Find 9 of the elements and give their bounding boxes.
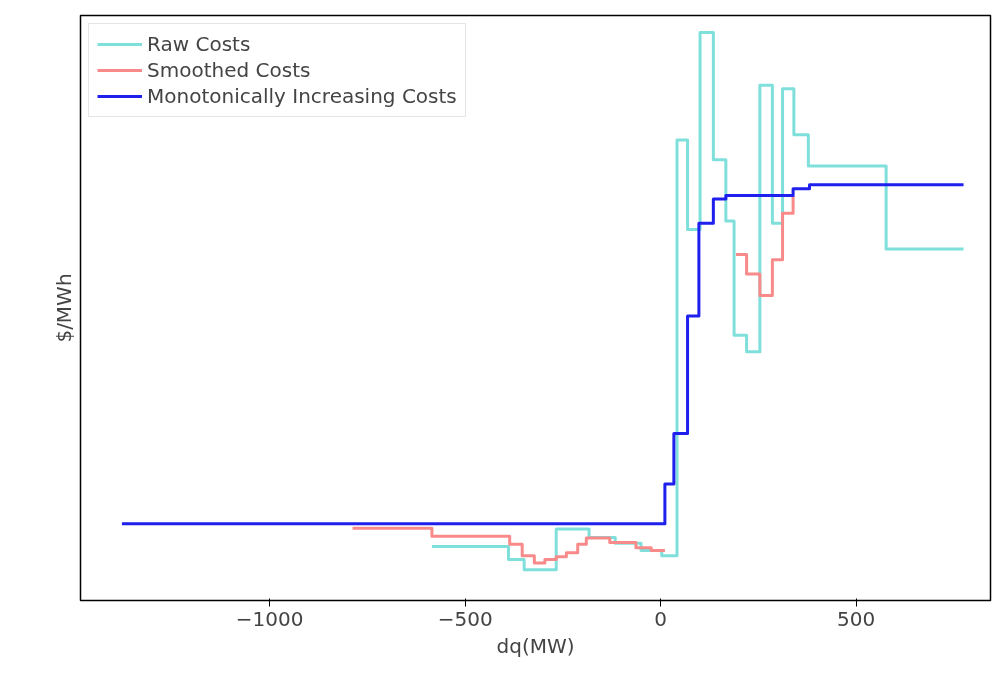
x-tick-label: 500 [836,606,876,631]
legend-label: Raw Costs [147,32,251,56]
legend-label: Smoothed Costs [147,58,311,82]
legend-label: Monotonically Increasing Costs [147,84,457,108]
x-tick-label: −500 [437,606,493,631]
y-axis-title: $/MWh [51,273,76,343]
x-axis-title: dq(MW) [496,633,575,658]
x-tick-label: 0 [654,606,667,631]
x-tick-label: −1000 [235,606,304,631]
